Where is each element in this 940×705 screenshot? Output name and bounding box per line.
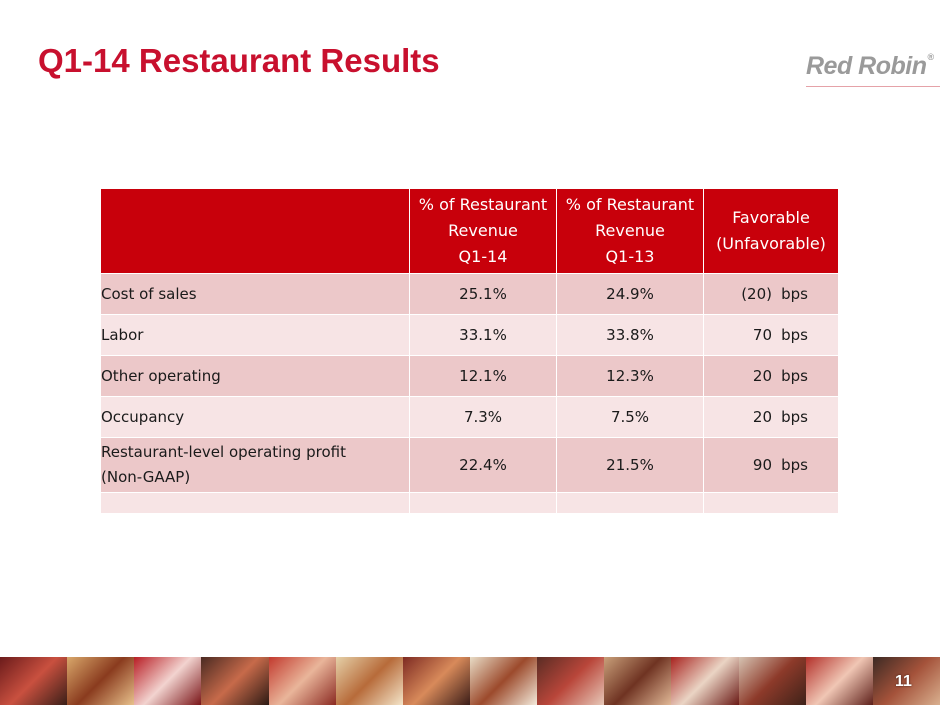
- cell-change: 20 bps: [703, 355, 839, 397]
- photo-tile: [738, 657, 806, 705]
- row-label-text: Cost of sales: [101, 285, 197, 303]
- photo-tile: [201, 657, 269, 705]
- blank-cell: [100, 492, 410, 514]
- photo-tile: [67, 657, 135, 705]
- row-label: Cost of sales: [100, 273, 410, 315]
- photo-tile: [537, 657, 605, 705]
- header-line: Q1-14: [458, 247, 508, 266]
- change-value: (20): [741, 285, 772, 303]
- change-unit: bps: [781, 285, 808, 303]
- photo-tile: [134, 657, 202, 705]
- row-label: Occupancy: [100, 396, 410, 438]
- cell-q1-13: 24.9%: [556, 273, 704, 315]
- header-line: Favorable: [732, 208, 810, 227]
- photo-tile: [335, 657, 403, 705]
- table-row: Other operating 12.1% 12.3% 20 bps: [100, 355, 839, 397]
- row-label-text: Labor: [101, 326, 144, 344]
- cell-q1-14: 33.1%: [409, 314, 557, 356]
- page-number: 11: [895, 673, 912, 690]
- cell-q1-14: 7.3%: [409, 396, 557, 438]
- red-robin-logo: Red Robin®: [806, 52, 934, 81]
- cell-q1-13: 33.8%: [556, 314, 704, 356]
- table-row: Labor 33.1% 33.8% 70 bps: [100, 314, 839, 356]
- photo-tile: [671, 657, 739, 705]
- cell-q1-14: 12.1%: [409, 355, 557, 397]
- row-label: Restaurant-level operating profit (Non-G…: [100, 437, 410, 493]
- table-row: Cost of sales 25.1% 24.9% (20) bps: [100, 273, 839, 315]
- change-unit: bps: [781, 455, 808, 474]
- change-value: 90: [752, 455, 772, 474]
- blank-cell: [409, 492, 557, 514]
- slide-title: Q1-14 Restaurant Results: [38, 42, 440, 79]
- photo-tile: [604, 657, 672, 705]
- header-line: Revenue: [595, 221, 665, 240]
- photo-tile: [268, 657, 336, 705]
- cell-change: 70 bps: [703, 314, 839, 356]
- change-value: 20: [752, 367, 772, 385]
- header-q1-14: % of Restaurant Revenue Q1-14: [409, 188, 557, 274]
- row-label-text: Restaurant-level operating profit: [101, 443, 346, 461]
- cell-change: 20 bps: [703, 396, 839, 438]
- header-line: % of Restaurant: [418, 195, 548, 214]
- photo-tile: [469, 657, 538, 705]
- row-label: Other operating: [100, 355, 410, 397]
- change-unit: bps: [781, 326, 808, 344]
- header-line: Q1-13: [605, 247, 655, 266]
- header-line: (Unfavorable): [716, 234, 826, 253]
- cell-q1-13: 21.5%: [556, 437, 704, 493]
- header-favorable-unfavorable: Favorable (Unfavorable): [703, 188, 839, 274]
- row-label-text: Other operating: [101, 367, 221, 385]
- change-unit: bps: [781, 408, 808, 426]
- cell-q1-13: 7.5%: [556, 396, 704, 438]
- cell-q1-14: 22.4%: [409, 437, 557, 493]
- photo-tile: [805, 657, 873, 705]
- row-label-text: Occupancy: [101, 408, 185, 426]
- logo-underline: [806, 86, 940, 87]
- header-blank-cell: [100, 188, 410, 274]
- header-q1-13: % of Restaurant Revenue Q1-13: [556, 188, 704, 274]
- photo-tile: [402, 657, 470, 705]
- cell-q1-13: 12.3%: [556, 355, 704, 397]
- table-row-blank: [100, 492, 839, 514]
- blank-cell: [556, 492, 704, 514]
- cell-change: (20) bps: [703, 273, 839, 315]
- header-line: Revenue: [448, 221, 518, 240]
- logo-text: Red Robin: [806, 52, 927, 80]
- row-label-text: (Non-GAAP): [101, 468, 191, 486]
- change-unit: bps: [781, 367, 808, 385]
- change-value: 70: [752, 326, 772, 344]
- change-value: 20: [752, 408, 772, 426]
- cell-q1-14: 25.1%: [409, 273, 557, 315]
- registered-mark: ®: [927, 52, 935, 62]
- restaurant-results-table: % of Restaurant Revenue Q1-14 % of Resta…: [100, 188, 839, 514]
- photo-strip-banner: [0, 657, 940, 705]
- table-row: Occupancy 7.3% 7.5% 20 bps: [100, 396, 839, 438]
- photo-tile: [872, 657, 940, 705]
- blank-cell: [703, 492, 839, 514]
- header-line: % of Restaurant: [565, 195, 695, 214]
- table-row: Restaurant-level operating profit (Non-G…: [100, 437, 839, 493]
- cell-change: 90 bps: [703, 437, 839, 493]
- photo-tile: [0, 657, 68, 705]
- row-label: Labor: [100, 314, 410, 356]
- table-header-row: % of Restaurant Revenue Q1-14 % of Resta…: [100, 188, 839, 274]
